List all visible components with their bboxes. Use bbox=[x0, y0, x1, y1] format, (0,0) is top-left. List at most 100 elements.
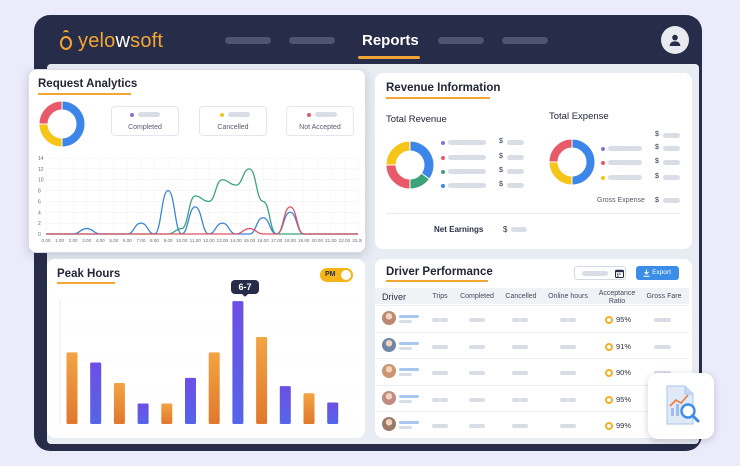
bar[interactable] bbox=[113, 383, 125, 424]
driver-meta-placeholder bbox=[399, 400, 412, 403]
driver-name-placeholder bbox=[399, 342, 419, 345]
placeholder-value bbox=[507, 169, 524, 174]
am-pm-toggle[interactable]: PM bbox=[320, 268, 353, 282]
x-tick-label: 2.00 bbox=[69, 238, 78, 243]
x-tick-label: 17.00 bbox=[271, 238, 283, 243]
export-button[interactable]: Export bbox=[636, 266, 679, 280]
driver-avatar[interactable] bbox=[382, 311, 396, 325]
col-cancelled: Cancelled bbox=[505, 293, 537, 300]
net-earnings-label: Net Earnings bbox=[434, 225, 484, 234]
currency: $ bbox=[655, 197, 659, 204]
peak-hours-bar-chart bbox=[58, 296, 354, 425]
date-filter[interactable] bbox=[574, 266, 626, 280]
logo-mark-icon bbox=[60, 29, 72, 50]
bar[interactable] bbox=[327, 402, 339, 424]
bar[interactable] bbox=[161, 403, 173, 424]
nav-item-reports[interactable]: Reports bbox=[362, 32, 419, 49]
expense-donut bbox=[548, 138, 596, 186]
donut-slice bbox=[61, 100, 86, 148]
row-divider bbox=[375, 305, 689, 306]
online-hours-value bbox=[560, 424, 576, 428]
x-tick-label: 22.00 bbox=[339, 238, 351, 243]
trips-value bbox=[432, 345, 448, 349]
legend-completed bbox=[111, 106, 179, 136]
driver-avatar[interactable] bbox=[382, 417, 396, 431]
currency: $ bbox=[499, 181, 503, 188]
driver-meta-placeholder bbox=[399, 320, 412, 323]
bar[interactable] bbox=[208, 352, 220, 424]
bar[interactable] bbox=[90, 362, 102, 424]
acceptance-ring-icon bbox=[605, 396, 613, 404]
driver-meta-placeholder bbox=[399, 347, 412, 350]
bar[interactable] bbox=[256, 336, 268, 424]
currency: $ bbox=[503, 225, 508, 234]
x-tick-label: 8.00 bbox=[150, 238, 159, 243]
bar[interactable] bbox=[232, 301, 244, 424]
acceptance-value: 90% bbox=[616, 368, 632, 377]
driver-avatar[interactable] bbox=[382, 364, 396, 378]
row-divider bbox=[375, 332, 689, 333]
bar[interactable] bbox=[66, 352, 78, 424]
y-tick-label: 14 bbox=[38, 156, 44, 162]
y-tick-label: 2 bbox=[38, 221, 41, 227]
y-tick-label: 6 bbox=[38, 199, 41, 205]
peak-hours-title: Peak Hours bbox=[57, 268, 121, 280]
calendar-icon[interactable] bbox=[615, 269, 624, 278]
nav-item-3[interactable] bbox=[438, 37, 484, 44]
donut-slice bbox=[548, 161, 573, 186]
placeholder-value bbox=[663, 146, 680, 151]
completed-value bbox=[469, 371, 485, 375]
legend-label: Not Accepted bbox=[299, 124, 341, 131]
x-tick-label: 1.00 bbox=[55, 238, 64, 243]
x-tick-label: 5.00 bbox=[109, 238, 118, 243]
driver-name-placeholder bbox=[399, 421, 419, 424]
completed-value bbox=[469, 318, 485, 322]
bar[interactable] bbox=[303, 393, 315, 424]
trips-value bbox=[432, 318, 448, 322]
cancelled-value bbox=[512, 318, 528, 322]
currency: $ bbox=[655, 144, 659, 151]
legend-dot bbox=[441, 156, 445, 160]
driver-meta-placeholder bbox=[399, 426, 412, 429]
nav-item-2[interactable] bbox=[289, 37, 335, 44]
bar[interactable] bbox=[137, 403, 149, 424]
placeholder-label bbox=[448, 155, 486, 160]
avatar[interactable] bbox=[661, 26, 689, 54]
divider bbox=[386, 213, 680, 214]
nav-item-1[interactable] bbox=[225, 37, 271, 44]
driver-avatar[interactable] bbox=[382, 338, 396, 352]
bar[interactable] bbox=[279, 386, 291, 424]
y-tick-label: 10 bbox=[38, 178, 44, 184]
col-online-hours: Online hours bbox=[548, 293, 588, 300]
acceptance-ring-icon bbox=[605, 343, 613, 351]
row-divider bbox=[375, 358, 689, 359]
legend-dot bbox=[601, 147, 605, 151]
donut-slice bbox=[38, 123, 63, 148]
logo[interactable]: yelowsoft bbox=[60, 29, 164, 53]
donut-slice bbox=[385, 164, 411, 190]
currency: $ bbox=[655, 131, 659, 138]
nav-item-4[interactable] bbox=[502, 37, 548, 44]
online-hours-value bbox=[560, 398, 576, 402]
trips-value bbox=[432, 398, 448, 402]
x-tick-label: 3.00 bbox=[82, 238, 91, 243]
driver-avatar[interactable] bbox=[382, 391, 396, 405]
trips-value bbox=[432, 424, 448, 428]
bar[interactable] bbox=[185, 377, 196, 424]
nav-active-indicator bbox=[358, 56, 420, 59]
x-tick-label: 18.00 bbox=[284, 238, 296, 243]
completed-value bbox=[469, 345, 485, 349]
placeholder-label bbox=[608, 160, 642, 165]
acceptance-value: 91% bbox=[616, 342, 632, 351]
cancelled-value bbox=[512, 424, 528, 428]
currency: $ bbox=[499, 138, 503, 145]
online-hours-value bbox=[560, 345, 576, 349]
cancelled-value bbox=[512, 345, 528, 349]
donut-slice bbox=[38, 100, 63, 125]
x-tick-label: 7.00 bbox=[136, 238, 145, 243]
y-tick-label: 8 bbox=[38, 189, 41, 195]
row-divider bbox=[375, 411, 689, 412]
logo-text: yelowsoft bbox=[78, 30, 164, 52]
placeholder-value bbox=[138, 112, 160, 117]
report-badge[interactable] bbox=[648, 373, 714, 439]
